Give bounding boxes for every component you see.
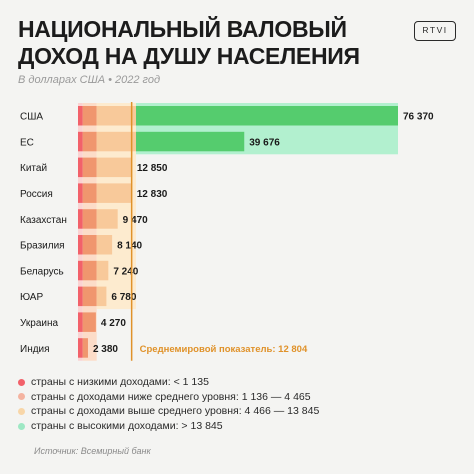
- value-label-6: 7 240: [113, 266, 138, 277]
- legend-swatch-upper-middle: [18, 407, 25, 415]
- legend-label-upper-middle: страны с доходами выше среднего уровня: …: [31, 405, 320, 418]
- title-line-2: ДОХОД НА ДУШУ НАСЕЛЕНИЯ: [18, 43, 360, 69]
- bar-9-segment-low: [78, 338, 83, 358]
- category-label-6: Беларусь: [20, 266, 64, 277]
- legend-item-upper-middle: страны с доходами выше среднего уровня: …: [18, 404, 319, 419]
- bar-5-segment-lower_middle: [82, 235, 97, 255]
- bar-1-segment-low: [78, 131, 83, 152]
- bar-4-segment-lower_middle: [82, 209, 97, 229]
- category-label-9: Индия: [20, 344, 50, 355]
- chart-subtitle: В долларах США • 2022 год: [18, 74, 161, 86]
- value-label-2: 12 850: [137, 163, 168, 174]
- bar-5-segment-low: [78, 235, 83, 255]
- bar-3-segment-low: [78, 183, 83, 203]
- bar-3-segment-lower_middle: [82, 183, 97, 203]
- bar-5-segment-upper_middle: [96, 235, 113, 255]
- category-label-0: США: [20, 112, 43, 123]
- value-label-0: 76 370: [403, 112, 434, 123]
- bar-0-segment-upper_middle: [96, 106, 137, 126]
- value-label-9: 2 380: [93, 344, 118, 355]
- band-background-low: [78, 103, 83, 361]
- bar-0-segment-low: [78, 106, 83, 126]
- bar-6-segment-low: [78, 260, 83, 281]
- bar-0-segment-high: [136, 106, 398, 126]
- legend-swatch-lower-middle: [18, 393, 25, 401]
- rtvi-logo: RTVI: [414, 21, 456, 41]
- bar-6-segment-lower_middle: [82, 260, 97, 281]
- title-line-1: НАЦИОНАЛЬНЫЙ ВАЛОВЫЙ: [18, 16, 347, 42]
- bar-7-segment-lower_middle: [82, 286, 97, 307]
- legend-item-low: страны с низкими доходами: < 1 135: [18, 375, 319, 390]
- bar-7-segment-upper_middle: [96, 286, 107, 307]
- category-label-1: ЕС: [20, 137, 34, 148]
- value-label-4: 9 470: [123, 215, 148, 226]
- category-label-5: Бразилия: [20, 241, 65, 252]
- legend-item-lower-middle: страны с доходами ниже среднего уровня: …: [18, 390, 319, 405]
- source-note: Источник: Всемирный банк: [34, 446, 151, 456]
- value-label-8: 4 270: [101, 318, 126, 329]
- bar-7-segment-low: [78, 286, 83, 307]
- category-label-4: Казахстан: [20, 215, 67, 226]
- category-label-3: Россия: [20, 189, 53, 200]
- bar-6-segment-upper_middle: [96, 260, 109, 281]
- legend-label-lower-middle: страны с доходами ниже среднего уровня: …: [31, 390, 311, 403]
- legend-label-high: страны с высокими доходами: > 13 845: [31, 419, 223, 432]
- bar-1-segment-lower_middle: [82, 131, 97, 152]
- bar-0-segment-lower_middle: [82, 106, 97, 126]
- bar-1-segment-upper_middle: [96, 131, 137, 152]
- chart-title: НАЦИОНАЛЬНЫЙ ВАЛОВЫЙ ДОХОД НА ДУШУ НАСЕЛ…: [18, 16, 398, 70]
- category-label-2: Китай: [20, 163, 47, 174]
- category-label-7: ЮАР: [20, 292, 43, 303]
- bar-2-segment-lower_middle: [82, 157, 97, 178]
- bar-9-segment-lower_middle: [82, 338, 88, 358]
- bar-4-segment-upper_middle: [96, 209, 118, 229]
- bar-1-segment-high: [136, 131, 245, 152]
- category-label-8: Украина: [20, 318, 59, 329]
- value-label-1: 39 676: [249, 137, 280, 148]
- bar-2-segment-low: [78, 157, 83, 178]
- legend-swatch-high: [18, 422, 25, 430]
- value-label-7: 6 780: [111, 292, 136, 303]
- legend: страны с низкими доходами: < 1 135 стран…: [18, 375, 319, 433]
- bar-4-segment-low: [78, 209, 83, 229]
- value-label-5: 8 140: [117, 241, 142, 252]
- bar-8-segment-low: [78, 312, 83, 332]
- value-label-3: 12 830: [137, 189, 168, 200]
- legend-label-low: страны с низкими доходами: < 1 135: [31, 376, 209, 388]
- legend-item-high: страны с высокими доходами: > 13 845: [18, 419, 319, 434]
- bar-8-segment-lower_middle: [82, 312, 96, 332]
- legend-swatch-low: [18, 378, 25, 386]
- bar-3-segment-upper_middle: [96, 183, 132, 203]
- world-average-label: Среднемировой показатель: 12 804: [140, 344, 308, 355]
- bar-2-segment-upper_middle: [96, 157, 132, 178]
